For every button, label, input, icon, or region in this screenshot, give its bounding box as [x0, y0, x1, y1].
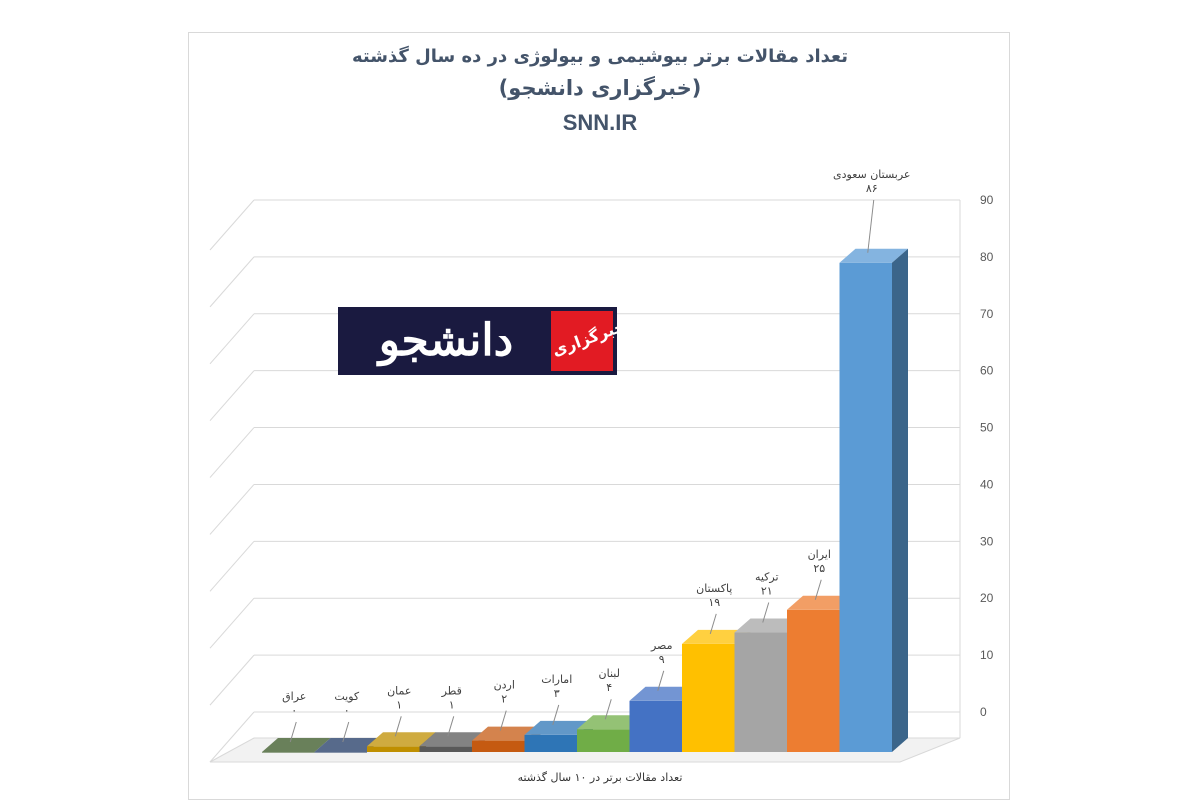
gridline-side: [209, 711, 255, 763]
y-tick-label: 70: [980, 307, 994, 321]
logo-badge-text: خبرگزاری: [549, 315, 628, 361]
bar-front: [367, 746, 420, 752]
data-label-value: ۱: [449, 698, 455, 711]
data-label-leader: [604, 699, 612, 720]
gridline-side: [209, 370, 255, 421]
chart-source: SNN.IR: [562, 110, 638, 135]
data-label-name: عربستان سعودی: [833, 168, 910, 181]
data-label-name: اردن: [494, 679, 515, 692]
data-label-name: امارات: [541, 673, 572, 686]
gridline-side: [209, 654, 255, 706]
data-label-name: عمان: [387, 684, 411, 697]
data-label-leader: [447, 716, 455, 737]
bar-side: [892, 248, 908, 752]
chart-title: تعداد مقالات برتر بیوشیمی و بیولوژی در د…: [352, 46, 848, 67]
bar-front: [787, 609, 840, 752]
gridline-side: [209, 256, 255, 308]
bar-front: [419, 746, 472, 752]
bar-front: [577, 729, 630, 752]
news-agency-logo: دانشجو خبرگزاری: [338, 307, 628, 375]
bar-top: [787, 595, 856, 610]
data-label-leader: [552, 704, 560, 726]
y-tick-label: 30: [980, 534, 994, 548]
bar-front: [262, 752, 315, 753]
data-label-name: قطر: [441, 684, 462, 697]
data-label-value: ۹: [659, 653, 665, 666]
data-label-name: عراق: [282, 690, 306, 703]
bar-top: [839, 248, 908, 263]
data-label-leader: [867, 199, 875, 253]
data-label-name: لبنان: [599, 667, 620, 680]
bar-front: [524, 734, 577, 752]
gridline-side: [209, 484, 255, 535]
bar-top: [419, 732, 488, 747]
bar-top: [524, 720, 593, 735]
data-label-name: پاکستان: [696, 582, 732, 595]
y-tick-label: 60: [980, 364, 994, 378]
bar-top: [314, 738, 383, 752]
y-tick-label: 0: [980, 705, 987, 719]
gridline-side: [209, 313, 255, 365]
y-tick-label: 10: [980, 648, 994, 662]
bar-top: [262, 738, 331, 752]
data-label-value: ۴: [606, 681, 612, 694]
data-label-leader: [709, 613, 717, 635]
logo-main-text: دانشجو: [378, 315, 514, 366]
bar-top: [629, 686, 698, 701]
data-label-value: ۲۱: [761, 585, 773, 598]
bar-front: [682, 643, 735, 752]
data-label-value: ۳: [554, 687, 560, 700]
gridline-side: [209, 199, 255, 251]
gridline-side: [209, 597, 255, 649]
gridline-side: [209, 541, 255, 592]
bar-top: [577, 715, 646, 730]
data-label-leader: [814, 579, 822, 600]
bar-top: [734, 618, 803, 633]
bar-top: [682, 629, 751, 644]
data-label-name: کویت: [334, 690, 360, 703]
data-label-value: ۰: [291, 704, 297, 717]
gridline-side: [209, 427, 255, 478]
data-label-leader: [289, 721, 297, 743]
chart-subtitle: (خبرگزاری دانشجو): [498, 76, 702, 100]
data-label-leader: [762, 602, 770, 623]
y-tick-label: 80: [980, 250, 994, 264]
data-label-value: ۱۹: [708, 596, 720, 609]
data-label-value: ۰: [344, 704, 350, 717]
data-label-leader: [657, 670, 665, 691]
data-label-value: ۱: [396, 698, 402, 711]
bar-top: [472, 726, 541, 741]
y-tick-label: 90: [980, 193, 994, 207]
y-tick-label: 40: [980, 477, 994, 491]
bar-front: [734, 632, 787, 752]
logo-badge: خبرگزاری: [549, 311, 628, 371]
data-label-leader: [499, 710, 507, 731]
bar-top: [367, 732, 436, 747]
data-label-value: ۲: [501, 693, 507, 706]
data-label-leader: [394, 716, 402, 737]
data-label-name: ایران: [808, 548, 831, 561]
y-tick-label: 50: [980, 421, 994, 435]
data-label-name: مصر: [650, 639, 673, 652]
x-axis-title: تعداد مقالات برتر در ۱۰ سال گذشته: [517, 771, 683, 784]
bar-front: [839, 262, 892, 752]
data-label-name: ترکیه: [755, 571, 779, 584]
bar-front: [314, 752, 367, 753]
data-label-value: ۲۵: [813, 562, 825, 575]
bar-front: [629, 700, 682, 752]
data-label-leader: [342, 721, 350, 743]
y-tick-label: 20: [980, 591, 994, 605]
bar-front: [472, 740, 525, 752]
data-label-value: ۸۶: [866, 182, 878, 195]
